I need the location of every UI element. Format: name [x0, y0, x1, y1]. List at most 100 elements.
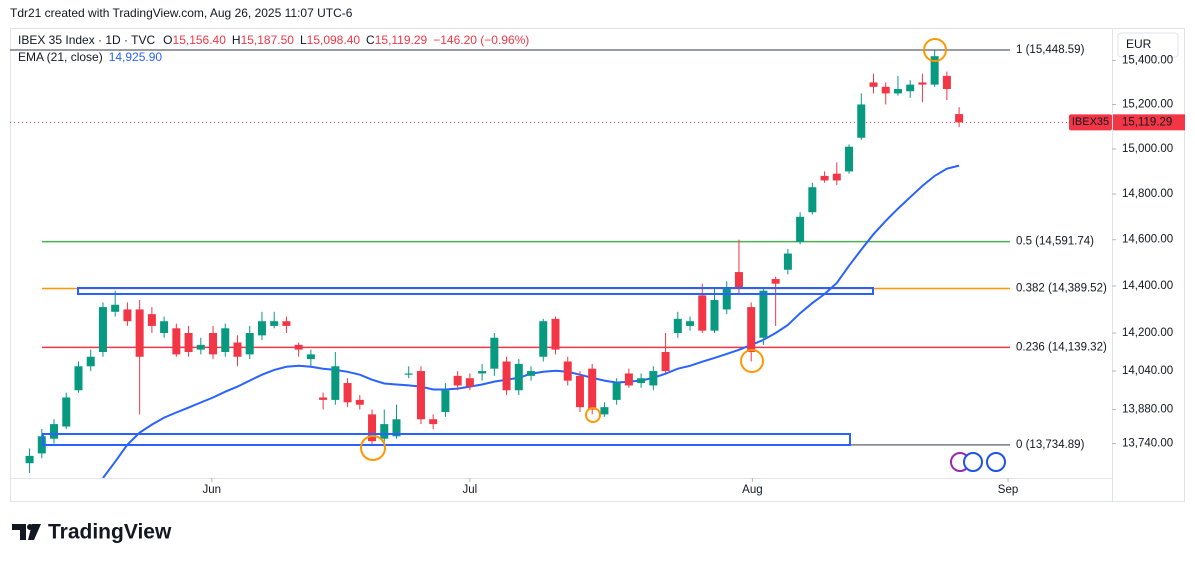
candle-body — [441, 390, 450, 412]
y-tick-label: 14,800.00 — [1122, 188, 1173, 200]
candle-body — [575, 375, 584, 408]
candle-body — [686, 321, 695, 326]
candle-body — [588, 368, 597, 410]
candle-body — [734, 272, 743, 289]
highlight-circle — [360, 435, 386, 461]
symbol-badge — [1069, 114, 1112, 131]
candle-body — [857, 104, 866, 138]
candle-body — [624, 373, 633, 386]
candle-body — [74, 366, 83, 391]
ohlc-key: H — [232, 33, 241, 47]
candle-body — [62, 397, 71, 427]
candle-body — [490, 337, 499, 369]
candle-body — [942, 75, 951, 90]
candle-body — [184, 333, 193, 352]
candle-body — [612, 383, 621, 400]
candle-body — [392, 419, 401, 437]
x-tick-label: Jul — [463, 484, 478, 496]
candle-body — [881, 86, 890, 94]
candle-body — [465, 378, 474, 387]
candle-body — [380, 424, 389, 439]
candle-body — [918, 82, 927, 85]
ohlc-value: 15,098.40 — [307, 33, 361, 47]
candle-body — [404, 373, 413, 375]
candle-body — [209, 333, 218, 355]
candle-body — [514, 363, 523, 391]
candle-body — [698, 295, 707, 331]
candle-body — [172, 328, 181, 355]
brand-logo — [12, 524, 41, 540]
indicator-value: 14,925.90 — [109, 50, 163, 64]
y-tick-label: 14,600.00 — [1122, 234, 1173, 246]
currency-box[interactable] — [1117, 32, 1179, 58]
candle-body — [820, 175, 829, 181]
candle-body — [37, 436, 46, 454]
candle-body — [747, 307, 756, 352]
candle-body — [661, 351, 670, 372]
candle-body — [282, 321, 291, 326]
candle-body — [527, 371, 536, 376]
y-tick-label: 15,000.00 — [1122, 143, 1173, 155]
candle-body — [196, 344, 205, 350]
highlight-circle — [923, 38, 947, 62]
ohlc-key: L — [300, 33, 307, 47]
candle-body — [429, 419, 438, 425]
legend-indicator: EMA (21, close) 14,925.90 — [18, 50, 162, 64]
candle-body — [160, 321, 169, 334]
candle-body — [368, 414, 377, 442]
fib-label: 0.5 (14,591.74) — [1016, 236, 1094, 248]
credit: Tdr21 created with TradingView.com, Aug … — [10, 6, 353, 20]
icon[interactable] — [986, 452, 1006, 472]
ohlc-value: 15,156.40 — [173, 33, 227, 47]
logo-mark — [12, 524, 41, 540]
y-tick-label: 13,740.00 — [1122, 438, 1173, 450]
candle-body — [98, 307, 107, 352]
bottom-icons — [950, 452, 1006, 472]
candle-body — [50, 424, 59, 439]
candle-body — [930, 56, 939, 85]
y-tick-label: 15,200.00 — [1122, 98, 1173, 110]
ohlc-key: C — [366, 33, 375, 47]
candle-body — [832, 173, 841, 181]
y-tick-label: 14,200.00 — [1122, 327, 1173, 339]
symbol-title: IBEX 35 Index · 1D · TVC — [18, 33, 156, 47]
ohlc-value: 15,187.50 — [241, 33, 295, 47]
ohlc-value: 15,119.29 — [375, 33, 428, 47]
candle-body — [245, 333, 254, 355]
candle-body — [221, 328, 230, 352]
x-tick-label: Sep — [998, 484, 1018, 496]
candle-body — [25, 455, 34, 464]
candle-body — [808, 187, 817, 213]
y-tick-label: 14,040.00 — [1122, 365, 1173, 377]
indicator-name: EMA (21, close) — [18, 50, 103, 64]
fib-label: 0 (13,734.89) — [1016, 439, 1085, 451]
candle-body — [331, 366, 340, 400]
y-tick-label: 13,880.00 — [1122, 404, 1173, 416]
candle-body — [845, 146, 854, 172]
candle-body — [796, 216, 805, 243]
candle-body — [563, 361, 572, 381]
candle-body — [502, 361, 511, 391]
candle-body — [893, 89, 902, 94]
fib-label: 0.382 (14,389.52) — [1016, 283, 1107, 295]
candle-body — [759, 290, 768, 338]
icon[interactable] — [963, 452, 983, 472]
range-box — [77, 287, 874, 295]
candle-body — [453, 375, 462, 386]
candle-body — [906, 84, 915, 92]
candle-body — [355, 399, 364, 405]
candle-body — [478, 371, 487, 374]
candle-body — [783, 253, 792, 270]
candle-body — [710, 300, 719, 331]
highlight-circle — [740, 349, 764, 373]
candle-body — [319, 397, 328, 400]
range-box — [42, 433, 851, 446]
candle-body — [551, 318, 560, 350]
legend-title: IBEX 35 Index · 1D · TVC O15,156.40 H15,18… — [18, 33, 529, 47]
fib-label: 0.236 (14,139.32) — [1016, 341, 1107, 353]
brand: TradingView — [48, 521, 172, 544]
currency: EUR — [1126, 37, 1152, 51]
symbol-badge-label: IBEX35 — [1072, 116, 1109, 128]
y-tick-label: 14,400.00 — [1122, 280, 1173, 292]
